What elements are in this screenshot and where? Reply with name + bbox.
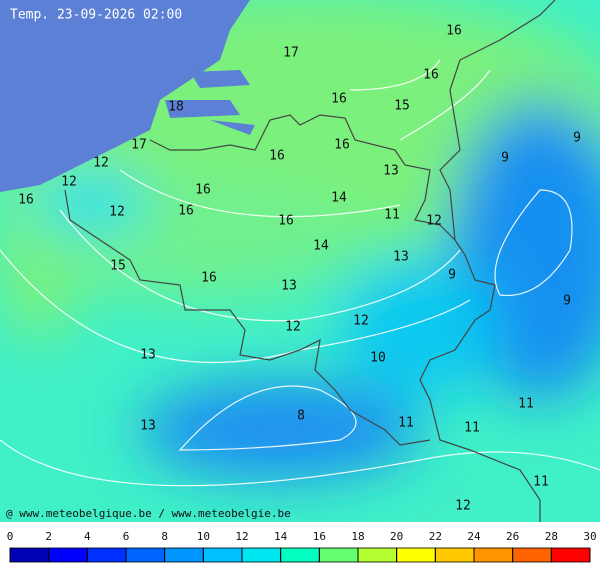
colorbar-segment [164,547,204,563]
contour-label: 13 [393,250,409,265]
border [439,0,556,241]
colorbar-segment [202,547,243,563]
colorbar-tick-label: 26 [506,530,519,543]
contour-label: 14 [313,239,329,254]
contour-label: 16 [201,271,217,286]
estuary [165,70,255,135]
contour-label: 12 [109,205,125,220]
contour-label: 16 [278,214,294,229]
colorbar-segment [241,547,282,563]
colorbar-segment [280,547,320,563]
colorbar-tick-label: 20 [390,530,403,543]
colorbar-tick-label: 0 [7,530,14,543]
colorbar-segment [9,547,50,563]
colorbar-tick-label: 22 [429,530,442,543]
contour-label: 13 [140,419,156,434]
isotherm [494,189,573,297]
contour-label: 12 [426,214,442,229]
colorbar-segment [396,547,436,563]
contour-label: 16 [178,204,194,219]
contour-label: 17 [131,138,147,153]
colorbar-tick-label: 28 [545,530,558,543]
contour-label: 12 [353,314,369,329]
contour-label: 16 [18,193,34,208]
contour-label: 16 [269,149,285,164]
contour-label: 18 [168,100,184,115]
colorbar-tick-label: 8 [161,530,168,543]
contour-label: 12 [285,320,301,335]
isotherm [0,439,600,487]
colorbar-segment [512,547,552,563]
contour-label: 16 [331,92,347,107]
isotherm [119,169,401,218]
map-title: Temp. 23-09-2026 02:00 [10,8,182,23]
colorbar-tick-label: 2 [45,530,52,543]
colorbar-segment [48,547,88,563]
colorbar-segment [434,547,475,563]
contour-label: 11 [464,421,480,436]
contour-label: 13 [140,348,156,363]
contour-label: 8 [297,409,305,424]
contour-label: 11 [518,397,534,412]
contour-label: 9 [573,131,581,146]
colorbar-tick-label: 12 [235,530,248,543]
colorbar-tick-label: 30 [583,530,596,543]
colorbar-segment [318,547,359,563]
contour-label: 11 [398,416,414,431]
contour-label: 13 [281,279,297,294]
border [149,114,541,522]
contour-label: 15 [394,99,410,114]
colorbar-tick-label: 6 [123,530,130,543]
contour-label: 17 [283,46,299,61]
contour-label: 13 [383,164,399,179]
contour-label: 9 [563,294,571,309]
contour-label: 12 [61,175,77,190]
contour-label: 11 [533,475,549,490]
contour-label: 12 [93,156,109,171]
isotherm [0,249,471,364]
colorbar-tick-label: 24 [467,530,481,543]
colorbar-segment [125,547,166,563]
isotherm [59,209,461,322]
contour-label: 14 [331,191,347,206]
contour-label: 16 [423,68,439,83]
colorbar-segment [473,547,514,563]
colorbar-segment [550,547,591,563]
contour-label: 12 [455,499,471,514]
contour-label: 11 [384,208,400,223]
isotherm [178,385,357,451]
border [64,189,431,446]
contour-label: 9 [448,268,456,283]
colorbar-tick-label: 4 [84,530,91,543]
colorbar-tick-label: 10 [197,530,210,543]
temperature-field [0,0,600,522]
colorbar-tick-label: 16 [313,530,326,543]
contour-label: 16 [334,138,350,153]
contour-label: 10 [370,351,386,366]
sea [0,0,250,192]
contour-label: 15 [110,259,126,274]
colorbar-tick-label: 18 [351,530,364,543]
colorbar-tick-label: 14 [274,530,288,543]
colorbar-segment [86,547,127,563]
contour-label: 16 [195,183,211,198]
credit: @ www.meteobelgique.be / www.meteobelgie… [6,507,291,520]
contour-label: 9 [501,151,509,166]
contour-label: 16 [446,24,462,39]
colorbar-segment [357,547,398,563]
isotherm [349,59,491,141]
